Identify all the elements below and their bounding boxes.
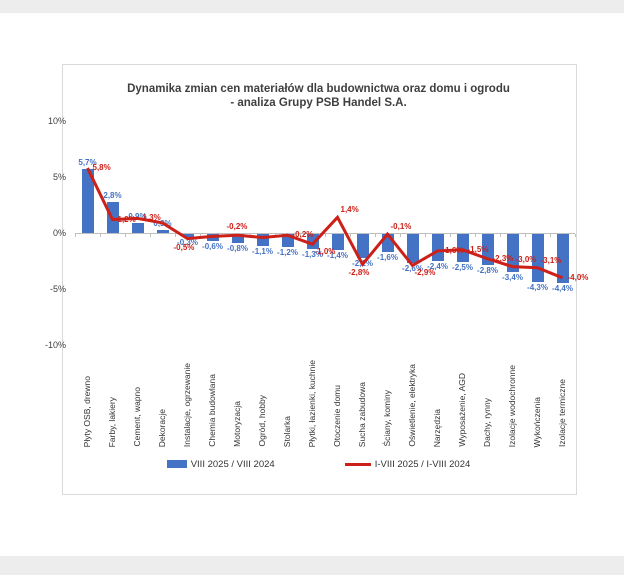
chart-frame bbox=[62, 64, 577, 495]
page-top-margin bbox=[0, 0, 624, 13]
category-axis-label: Płyty OSB, drewno bbox=[82, 375, 92, 447]
y-axis-tick-label: 5% bbox=[52, 172, 66, 182]
line-value-label: 1,2% bbox=[117, 214, 136, 224]
category-axis-label: Stolarka bbox=[282, 415, 292, 447]
y-axis-tick-label: 0% bbox=[52, 228, 66, 238]
line-value-label: -4,0% bbox=[567, 272, 589, 282]
line-value-label: -2,9% bbox=[414, 268, 436, 278]
line-value-label: -0,2% bbox=[226, 222, 248, 232]
axis-tick-mark bbox=[350, 234, 351, 237]
axis-tick-mark bbox=[425, 234, 426, 237]
category-axis-label: Sucha zabudowa bbox=[357, 381, 367, 447]
category-axis-label: Izolacje termiczne bbox=[557, 378, 567, 447]
bar bbox=[81, 169, 94, 233]
category-axis-label: Chemia budowlana bbox=[207, 374, 217, 447]
axis-tick-mark bbox=[525, 234, 526, 237]
line-value-label: 1,3% bbox=[142, 213, 161, 223]
axis-tick-mark bbox=[75, 234, 76, 237]
y-axis-tick-label: -10% bbox=[44, 340, 66, 350]
chart-title: Dynamika zmian cen materiałów dla budown… bbox=[127, 83, 510, 95]
category-axis-label: Dachy, rynny bbox=[482, 398, 492, 447]
axis-tick-mark bbox=[450, 234, 451, 237]
category-axis-label: Ogród, hobby bbox=[257, 395, 267, 447]
chart-subtitle: - analiza Grupy PSB Handel S.A. bbox=[230, 97, 407, 109]
axis-tick-mark bbox=[125, 234, 126, 237]
category-axis-label: Izolacje wodochronne bbox=[507, 364, 517, 447]
bar bbox=[231, 234, 244, 243]
category-axis-label: Instalacje, ogrzewanie bbox=[182, 362, 192, 447]
axis-tick-mark bbox=[200, 234, 201, 237]
line-value-label: 5,8% bbox=[92, 163, 111, 173]
category-axis-label: Płytki, łazienki, kuchnie bbox=[307, 359, 317, 447]
line-value-label: -3,0% bbox=[515, 254, 537, 264]
bar bbox=[256, 234, 269, 247]
line-value-label: -0,5% bbox=[173, 242, 195, 252]
page-bottom-margin bbox=[0, 556, 624, 575]
category-axis-label: Cement, wapno bbox=[132, 387, 142, 447]
bar-value-label: -1,6% bbox=[377, 252, 398, 262]
legend-item-line: I-VIII 2025 / I-VIII 2024 bbox=[344, 458, 471, 470]
axis-tick-mark bbox=[225, 234, 226, 237]
y-axis-tick-label: -5% bbox=[49, 284, 66, 294]
line-value-label: -1,5% bbox=[467, 244, 489, 254]
category-axis-label: Motoryzacja bbox=[232, 401, 242, 447]
legend-label-bars: VIII 2025 / VIII 2024 bbox=[190, 458, 275, 470]
line-value-label: -0,1% bbox=[390, 222, 412, 232]
bar bbox=[406, 234, 419, 264]
axis-tick-mark bbox=[325, 234, 326, 237]
legend-swatch-bar bbox=[166, 460, 187, 468]
bar bbox=[156, 229, 169, 233]
line-value-label: -3,1% bbox=[540, 255, 562, 265]
bar bbox=[356, 234, 369, 258]
axis-tick-mark bbox=[100, 234, 101, 237]
legend-item-bars: VIII 2025 / VIII 2024 bbox=[166, 458, 275, 470]
axis-tick-mark bbox=[150, 234, 151, 237]
bar bbox=[381, 234, 394, 252]
axis-tick-mark bbox=[575, 234, 576, 237]
line-value-label: -1,6% bbox=[442, 245, 464, 255]
category-axis-label: Oświetlenie, elektryka bbox=[407, 364, 417, 447]
axis-tick-mark bbox=[550, 234, 551, 237]
line-value-label: 1,4% bbox=[340, 205, 359, 215]
category-axis-label: Wyposażenie, AGD bbox=[457, 373, 467, 447]
axis-tick-mark bbox=[275, 234, 276, 237]
line-value-label: -2,8% bbox=[348, 268, 370, 278]
axis-tick-mark bbox=[475, 234, 476, 237]
axis-tick-mark bbox=[400, 234, 401, 237]
legend-label-line: I-VIII 2025 / I-VIII 2024 bbox=[374, 458, 471, 470]
category-axis-label: Dekoracje bbox=[157, 408, 167, 447]
legend: VIII 2025 / VIII 2024 I-VIII 2025 / I-VI… bbox=[62, 455, 575, 473]
bar-value-label: -4,3% bbox=[527, 283, 548, 293]
bar-value-label: -3,4% bbox=[502, 273, 523, 283]
category-axis-label: Farby, lakiery bbox=[107, 396, 117, 447]
y-axis-tick-label: 10% bbox=[47, 116, 66, 126]
chart-title-block: Dynamika zmian cen materiałów dla budown… bbox=[62, 82, 575, 110]
category-axis-label: Wykończenia bbox=[532, 396, 542, 447]
line-value-label: -2,3% bbox=[492, 253, 514, 263]
category-axis-label: Ściany, kominy bbox=[382, 390, 392, 447]
axis-tick-mark bbox=[175, 234, 176, 237]
axis-tick-mark bbox=[375, 234, 376, 237]
axis-tick-mark bbox=[250, 234, 251, 237]
category-axis-label: Narzędzia bbox=[432, 408, 442, 447]
bar bbox=[181, 234, 194, 238]
bar bbox=[131, 222, 144, 233]
bar-value-label: 5,7% bbox=[78, 158, 97, 168]
bar-value-label: 2,8% bbox=[103, 190, 122, 200]
bar-value-label: -4,4% bbox=[552, 284, 573, 294]
bar bbox=[206, 234, 219, 241]
legend-swatch-line bbox=[344, 462, 371, 466]
category-axis-label: Otoczenie domu bbox=[332, 385, 342, 447]
axis-tick-mark bbox=[500, 234, 501, 237]
line-value-label: -1,0% bbox=[314, 247, 336, 257]
line-value-label: -0,2% bbox=[292, 230, 314, 240]
